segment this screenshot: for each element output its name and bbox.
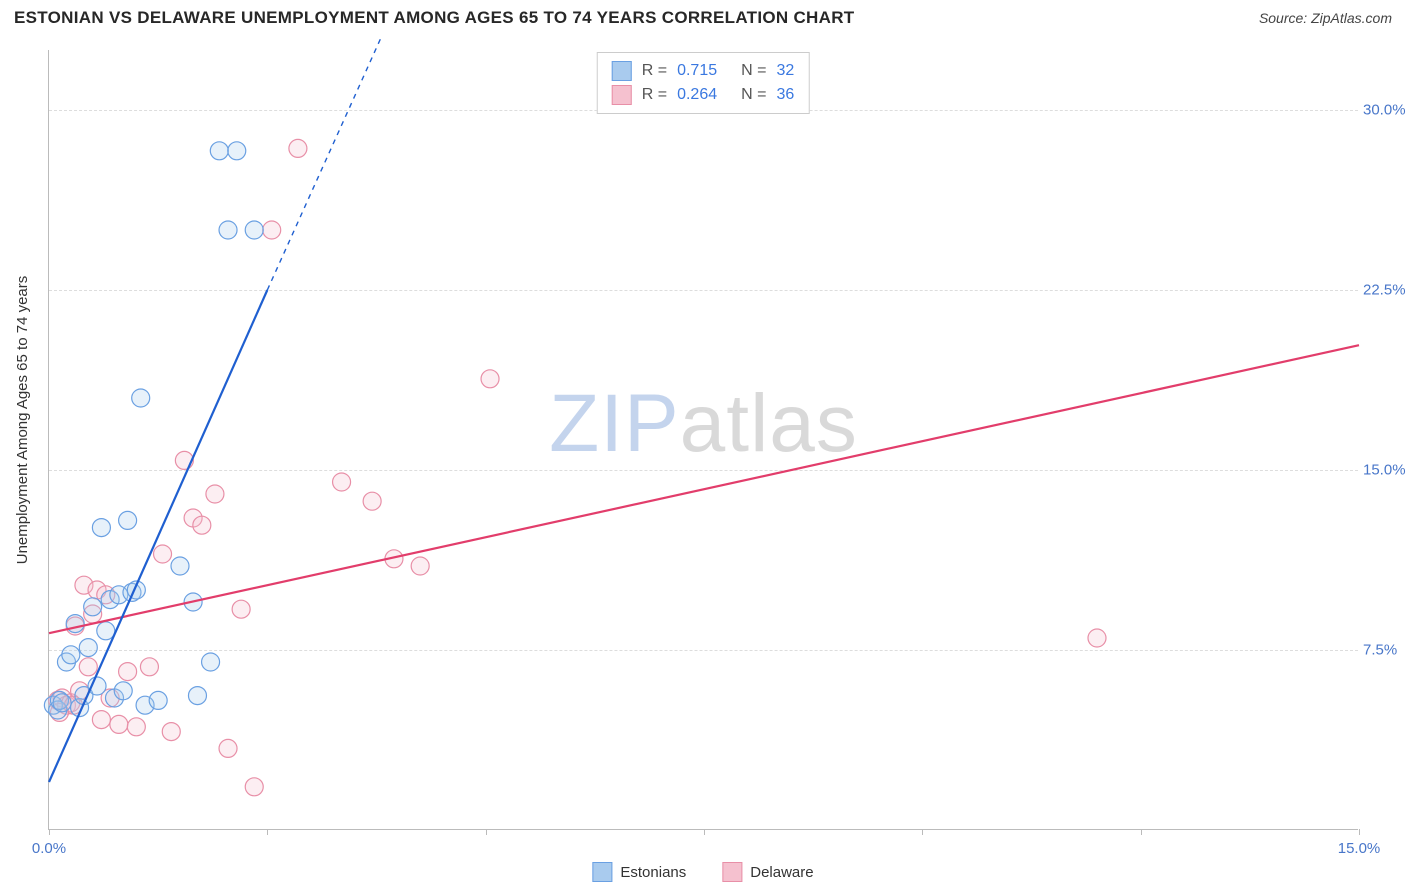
data-point-estonians xyxy=(97,622,115,640)
r-value-2: 0.264 xyxy=(677,86,717,104)
r-value-1: 0.715 xyxy=(677,62,717,80)
chart-header: ESTONIAN VS DELAWARE UNEMPLOYMENT AMONG … xyxy=(0,0,1406,32)
data-point-estonians xyxy=(84,598,102,616)
n-value-1: 32 xyxy=(776,62,794,80)
legend-item-delaware: Delaware xyxy=(722,862,813,882)
x-tick xyxy=(486,829,487,835)
legend-label-estonians: Estonians xyxy=(620,864,686,881)
legend-stats-row-2: R = 0.264 N = 36 xyxy=(612,83,795,107)
legend-stats: R = 0.715 N = 32 R = 0.264 N = 36 xyxy=(597,52,810,114)
x-tick xyxy=(1359,829,1360,835)
r-label-1: R = xyxy=(642,62,667,80)
data-point-delaware xyxy=(333,473,351,491)
data-point-estonians xyxy=(245,221,263,239)
data-point-estonians xyxy=(62,646,80,664)
data-point-estonians xyxy=(210,142,228,160)
trend-line-delaware xyxy=(49,345,1359,633)
y-tick-label: 7.5% xyxy=(1363,642,1406,659)
data-point-delaware xyxy=(162,723,180,741)
data-point-delaware xyxy=(411,557,429,575)
x-tick xyxy=(1141,829,1142,835)
n-value-2: 36 xyxy=(776,86,794,104)
y-tick-label: 22.5% xyxy=(1363,282,1406,299)
y-tick-label: 15.0% xyxy=(1363,462,1406,479)
data-point-delaware xyxy=(154,545,172,563)
data-point-delaware xyxy=(110,715,128,733)
chart-title: ESTONIAN VS DELAWARE UNEMPLOYMENT AMONG … xyxy=(14,8,854,28)
legend-stats-row-1: R = 0.715 N = 32 xyxy=(612,59,795,83)
n-label-1: N = xyxy=(741,62,766,80)
swatch-estonians xyxy=(592,862,612,882)
swatch-delaware xyxy=(722,862,742,882)
data-point-estonians xyxy=(79,639,97,657)
legend-item-estonians: Estonians xyxy=(592,862,686,882)
data-point-estonians xyxy=(202,653,220,671)
x-tick xyxy=(49,829,50,835)
data-point-estonians xyxy=(228,142,246,160)
x-tick xyxy=(704,829,705,835)
data-point-estonians xyxy=(53,694,71,712)
data-point-estonians xyxy=(132,389,150,407)
data-point-delaware xyxy=(263,221,281,239)
data-point-delaware xyxy=(79,658,97,676)
data-point-delaware xyxy=(127,718,145,736)
x-tick-label: 0.0% xyxy=(32,840,66,857)
data-point-estonians xyxy=(219,221,237,239)
chart-plot-area: ZIPatlas 7.5%15.0%22.5%30.0%0.0%15.0% xyxy=(48,50,1358,830)
r-label-2: R = xyxy=(642,86,667,104)
data-point-delaware xyxy=(206,485,224,503)
data-point-delaware xyxy=(119,663,137,681)
data-point-delaware xyxy=(232,600,250,618)
trend-line-dash-estonians xyxy=(267,38,381,290)
y-tick-label: 30.0% xyxy=(1363,102,1406,119)
n-label-2: N = xyxy=(741,86,766,104)
data-point-delaware xyxy=(245,778,263,796)
data-point-estonians xyxy=(114,682,132,700)
data-point-delaware xyxy=(363,492,381,510)
data-point-delaware xyxy=(140,658,158,676)
x-tick-label: 15.0% xyxy=(1338,840,1381,857)
legend-series: Estonians Delaware xyxy=(592,862,813,882)
data-point-estonians xyxy=(188,687,206,705)
data-point-estonians xyxy=(171,557,189,575)
data-point-delaware xyxy=(1088,629,1106,647)
data-point-estonians xyxy=(149,691,167,709)
legend-label-delaware: Delaware xyxy=(750,864,813,881)
data-point-delaware xyxy=(92,711,110,729)
x-tick xyxy=(267,829,268,835)
x-tick xyxy=(922,829,923,835)
data-point-delaware xyxy=(289,139,307,157)
data-point-estonians xyxy=(119,511,137,529)
data-point-estonians xyxy=(92,519,110,537)
y-axis-label: Unemployment Among Ages 65 to 74 years xyxy=(14,276,31,565)
source-attribution: Source: ZipAtlas.com xyxy=(1259,10,1392,26)
swatch-series1 xyxy=(612,61,632,81)
swatch-series2 xyxy=(612,85,632,105)
plot-svg xyxy=(49,50,1358,829)
data-point-delaware xyxy=(481,370,499,388)
data-point-delaware xyxy=(219,739,237,757)
data-point-delaware xyxy=(193,516,211,534)
